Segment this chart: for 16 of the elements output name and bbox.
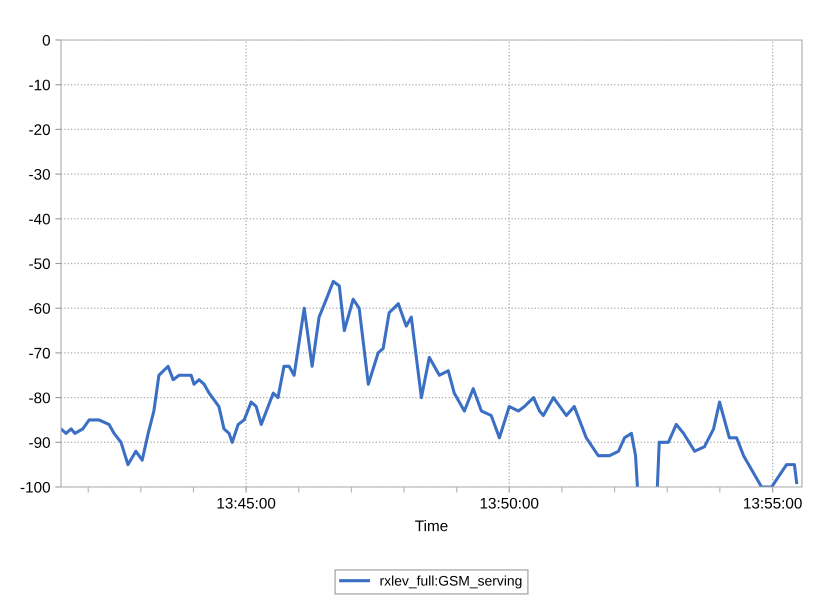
y-tick-label: -10 — [29, 80, 50, 90]
x-tick-label: 13:45:00 — [218, 498, 276, 509]
y-tick-label: -20 — [29, 124, 50, 136]
y-tick-label: -30 — [29, 168, 50, 180]
legend-label: rxlev_full:GSM_serving — [380, 575, 522, 588]
y-tick-label: -80 — [29, 392, 50, 404]
y-tick-label: -90 — [29, 437, 50, 448]
x-tick-label: 13:50:00 — [480, 498, 538, 509]
y-tick-label: -50 — [29, 258, 50, 270]
y-tick-label: 0 — [42, 34, 50, 46]
x-tick-label: 13:55:00 — [744, 498, 802, 509]
y-tick-label: -60 — [29, 303, 50, 314]
y-tick-label: -70 — [29, 348, 50, 359]
x-axis-title: Time — [415, 520, 448, 532]
y-tick-label: -100 — [20, 482, 50, 493]
y-tick-label: -40 — [29, 214, 50, 224]
